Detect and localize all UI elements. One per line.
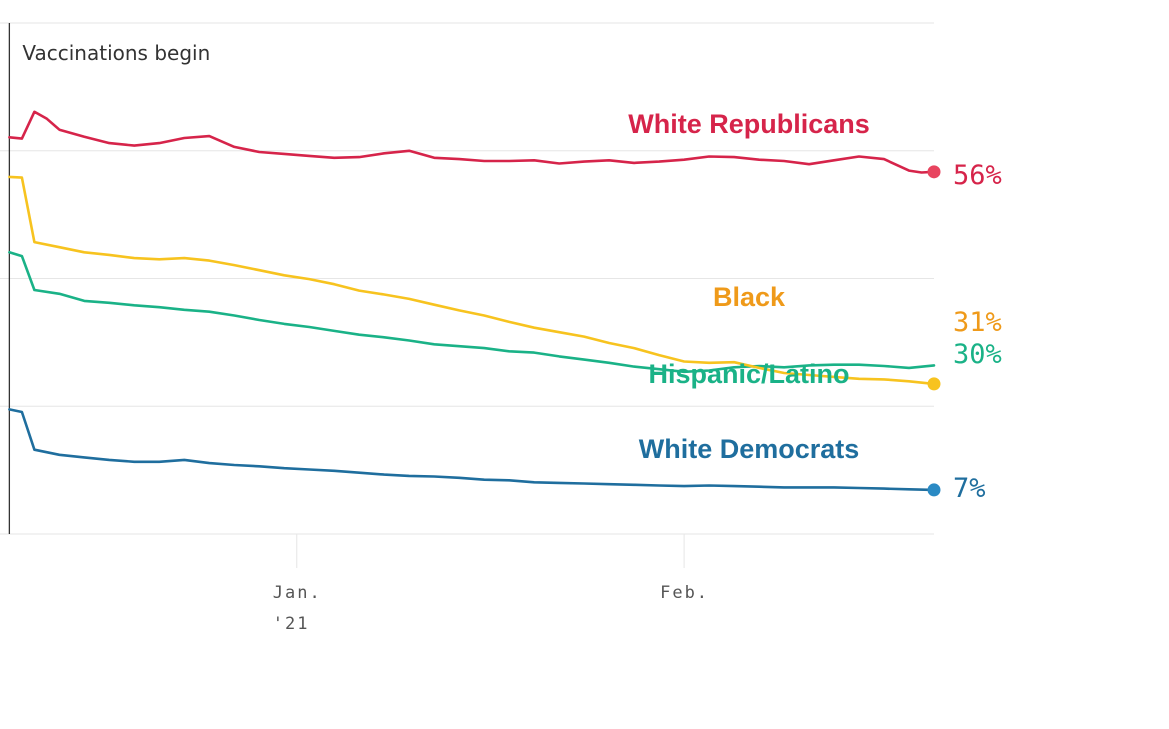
series-group [8, 110, 936, 492]
labels-group: White Republicans 56% Black 31% Hispanic/Lat… [628, 109, 1002, 504]
x-tick-label: Jan. [273, 583, 322, 603]
series-line-black [8, 175, 936, 386]
end-value-hispanic-latino: 30% [953, 339, 1002, 370]
series-label-white-republicans: White Republicans [628, 109, 870, 139]
vaccinations-begin-annotation: Vaccinations begin [22, 41, 210, 65]
end-marker-black [927, 377, 941, 391]
series-label-white-democrats: White Democrats [639, 434, 860, 464]
series-line-white-democrats [8, 408, 936, 492]
x-axis: Jan. '21 Feb. [273, 534, 709, 634]
series-line-hispanic-latino [8, 251, 936, 374]
series-line-white-republicans [8, 110, 936, 174]
x-tick-sublabel: '21 [273, 614, 310, 634]
x-tick-label: Feb. [660, 583, 709, 603]
end-value-white-republicans: 56% [953, 160, 1002, 191]
series-label-black: Black [713, 282, 786, 312]
gridlines [0, 22, 934, 535]
end-value-white-democrats: 7% [953, 473, 986, 504]
end-value-black: 31% [953, 307, 1002, 338]
end-marker-white-democrats [927, 483, 941, 497]
series-label-hispanic-latino: Hispanic/Latino [648, 359, 849, 389]
end-marker-white-republicans [927, 165, 941, 179]
